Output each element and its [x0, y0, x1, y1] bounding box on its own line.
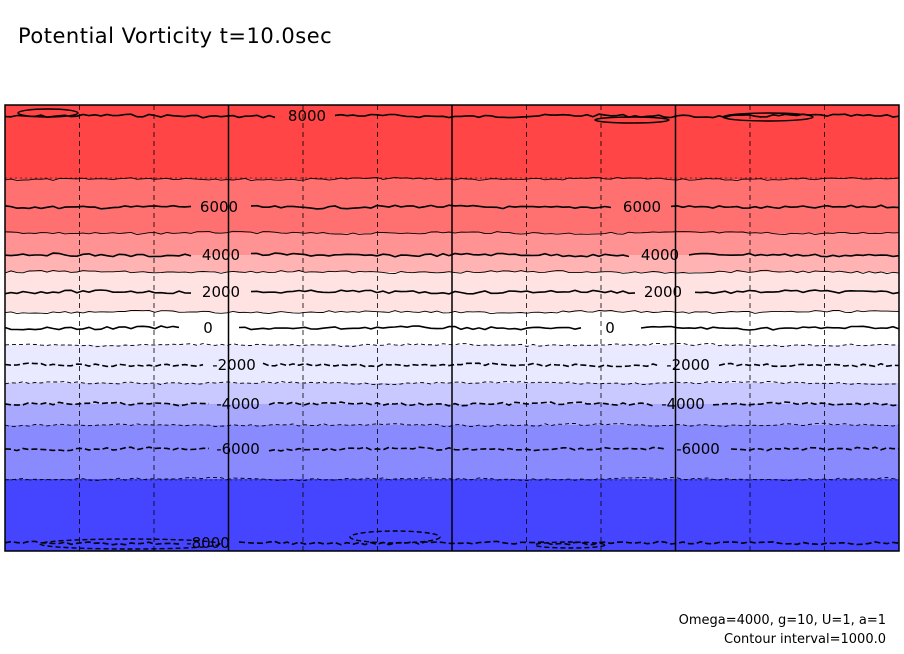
contour-line [4, 289, 900, 295]
contour-label: -4000 [661, 395, 705, 413]
contour-line [4, 446, 900, 452]
contour-label: 6000 [623, 198, 661, 216]
contour-interval-note: Contour interval=1000.0 [724, 632, 886, 647]
closed-contour [349, 530, 441, 544]
contour-label: 0 [605, 319, 615, 337]
contour-label: 4000 [202, 246, 240, 264]
closed-contour [594, 116, 670, 124]
contour-line [4, 380, 900, 386]
contour-label: -6000 [676, 440, 720, 458]
contour-line [4, 204, 900, 210]
contour-line [4, 325, 900, 331]
contour-label: 6000 [200, 198, 238, 216]
contour-line [4, 362, 900, 368]
contour-label: -4000 [216, 395, 260, 413]
contour-label: 2000 [202, 283, 240, 301]
contour-line [4, 401, 900, 407]
contour-label: -6000 [216, 440, 260, 458]
contour-label: 2000 [644, 283, 682, 301]
closed-contour [722, 112, 814, 122]
closed-contour [17, 108, 79, 118]
contour-label: -2000 [666, 356, 710, 374]
plot-frame [4, 104, 900, 552]
contour-line [4, 252, 900, 258]
chart-title: Potential Vorticity t=10.0sec [18, 24, 333, 48]
contour-label: 8000 [288, 107, 326, 125]
closed-contour [534, 541, 606, 549]
contour-line [4, 540, 900, 546]
parameters-note: Omega=4000, g=10, U=1, a=1 [678, 613, 886, 628]
grid-lines [5, 105, 899, 551]
closed-contour [39, 538, 221, 550]
contour-label: 4000 [641, 246, 679, 264]
contour-labels: 8000 6000 6000 4000 4000 2000 2000 0 0 -2000 -2000… [186, 107, 720, 552]
contour-label: -2000 [212, 356, 256, 374]
contour-label: -8000 [186, 534, 230, 552]
contour-label: 0 [203, 319, 213, 337]
